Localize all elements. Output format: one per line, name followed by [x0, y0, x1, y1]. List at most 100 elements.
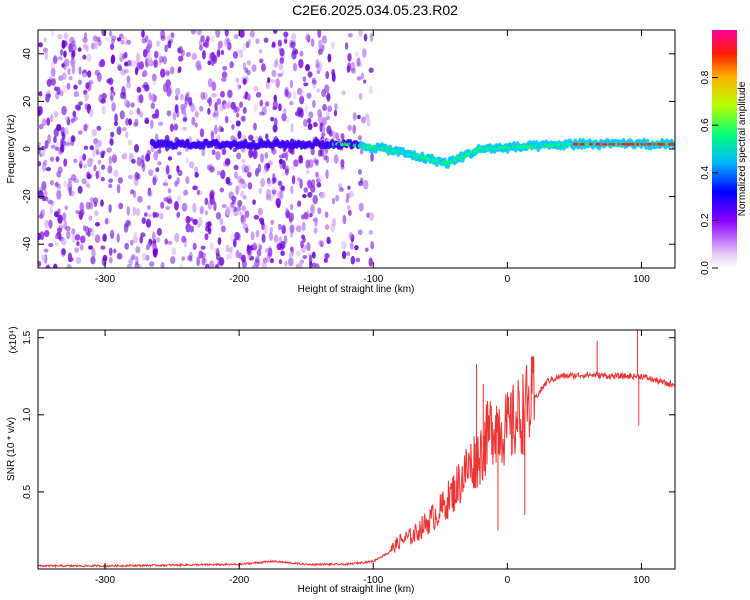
noise-mark — [273, 234, 279, 243]
noise-mark — [299, 50, 304, 57]
noise-mark — [251, 64, 257, 72]
noise-mark — [311, 79, 317, 85]
noise-mark — [94, 210, 99, 217]
noise-mark — [140, 154, 145, 164]
noise-mark — [100, 199, 104, 207]
noise-mark — [316, 182, 322, 188]
noise-mark — [302, 254, 308, 260]
noise-mark — [165, 205, 171, 211]
noise-mark — [245, 227, 249, 234]
noise-mark — [290, 165, 295, 170]
noise-mark — [270, 219, 275, 225]
noise-mark — [147, 56, 153, 66]
noise-mark — [220, 225, 226, 233]
noise-mark — [227, 89, 233, 99]
x-tick-label: 0 — [505, 274, 511, 285]
noise-mark — [70, 174, 77, 181]
noise-mark — [146, 242, 152, 248]
noise-mark — [244, 67, 249, 73]
noise-mark — [111, 102, 116, 112]
noise-mark — [108, 183, 113, 189]
noise-mark — [74, 104, 79, 110]
noise-mark — [220, 49, 225, 56]
noise-mark — [288, 257, 294, 267]
noise-mark — [114, 113, 118, 123]
noise-mark — [342, 214, 347, 225]
noise-mark — [188, 161, 195, 169]
y-tick-label: 1.0 — [22, 407, 33, 421]
noise-mark — [131, 173, 135, 181]
noise-mark — [146, 43, 152, 50]
noise-mark — [319, 240, 324, 248]
noise-mark — [189, 251, 193, 260]
noise-mark — [283, 108, 287, 114]
noise-mark — [264, 101, 270, 107]
noise-mark — [44, 140, 49, 149]
noise-mark — [100, 245, 106, 250]
noise-mark — [136, 156, 142, 167]
noise-mark — [167, 174, 172, 180]
noise-mark — [82, 72, 87, 78]
noise-mark — [91, 128, 97, 137]
noise-mark — [138, 111, 144, 118]
noise-mark — [176, 211, 181, 218]
noise-mark — [269, 226, 274, 233]
noise-mark — [50, 61, 56, 70]
noise-mark — [153, 50, 159, 59]
noise-mark — [215, 151, 221, 161]
noise-mark — [162, 182, 169, 187]
noise-mark — [310, 204, 315, 215]
noise-mark — [90, 158, 94, 164]
noise-mark — [272, 189, 276, 197]
noise-mark — [363, 33, 368, 42]
noise-mark — [280, 185, 285, 191]
noise-mark — [307, 191, 313, 198]
noise-mark — [201, 256, 206, 266]
noise-mark — [177, 68, 181, 74]
noise-mark — [176, 177, 180, 185]
noise-mark — [220, 90, 225, 98]
noise-mark — [267, 247, 273, 257]
x-tick-label: -200 — [229, 575, 249, 586]
noise-mark — [312, 194, 318, 205]
noise-mark — [260, 177, 266, 188]
noise-mark — [347, 209, 352, 216]
noise-mark — [88, 215, 93, 222]
noise-mark — [196, 256, 200, 266]
noise-mark — [68, 177, 73, 184]
noise-mark — [141, 162, 146, 172]
noise-mark — [53, 111, 59, 118]
noise-mark — [357, 114, 361, 120]
noise-mark — [264, 152, 269, 159]
noise-mark — [225, 176, 231, 185]
noise-mark — [298, 87, 305, 98]
noise-mark — [352, 124, 356, 135]
noise-mark — [271, 189, 277, 195]
noise-mark — [330, 223, 336, 233]
noise-mark — [311, 251, 316, 259]
noise-mark — [277, 39, 282, 47]
noise-mark — [185, 157, 190, 164]
noise-mark — [73, 91, 80, 98]
noise-mark — [241, 254, 246, 263]
noise-mark — [285, 151, 289, 161]
noise-mark — [299, 178, 303, 189]
noise-mark — [95, 149, 100, 156]
noise-mark — [224, 37, 230, 48]
noise-mark — [240, 159, 246, 164]
noise-mark — [154, 108, 160, 119]
noise-mark — [192, 202, 197, 213]
noise-mark — [307, 117, 312, 124]
noise-mark — [116, 37, 122, 42]
noise-mark — [71, 64, 76, 75]
noise-mark — [101, 30, 107, 37]
noise-mark — [77, 47, 82, 52]
noise-mark — [192, 185, 198, 191]
noise-mark — [48, 243, 54, 248]
noise-mark — [352, 112, 357, 121]
noise-mark — [111, 38, 115, 45]
noise-mark — [176, 165, 180, 173]
noise-mark — [331, 41, 335, 49]
noise-mark — [134, 144, 140, 153]
noise-mark — [278, 47, 284, 52]
